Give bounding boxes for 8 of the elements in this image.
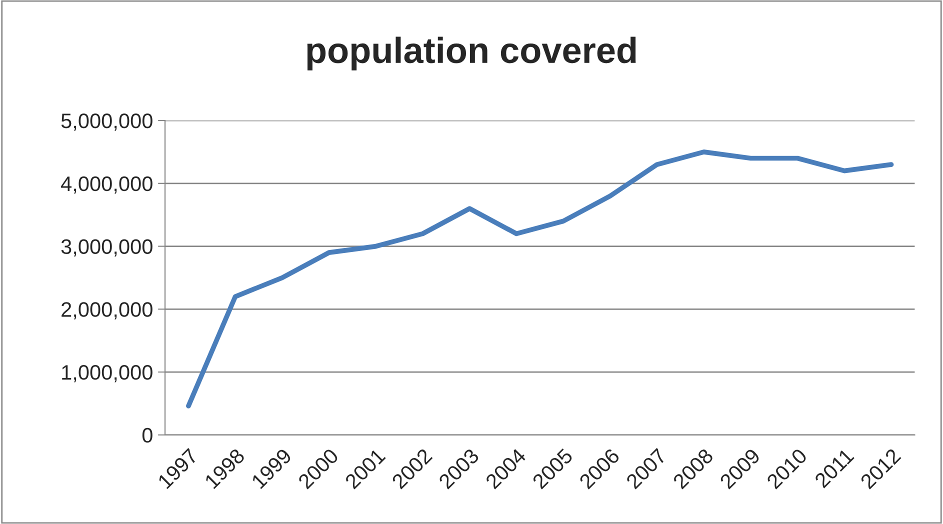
- y-tick-label: 1,000,000: [62, 365, 152, 382]
- chart-title: population covered: [307, 36, 636, 70]
- line-series: [186, 150, 894, 408]
- y-tick-label: 5,000,000: [61, 114, 152, 131]
- y-tick-label: 0: [142, 428, 152, 443]
- y-tick-label: 2,000,000: [62, 302, 152, 320]
- y-tick-label: 3,000,000: [61, 239, 152, 256]
- y-tick-label: 4,000,000: [61, 176, 152, 194]
